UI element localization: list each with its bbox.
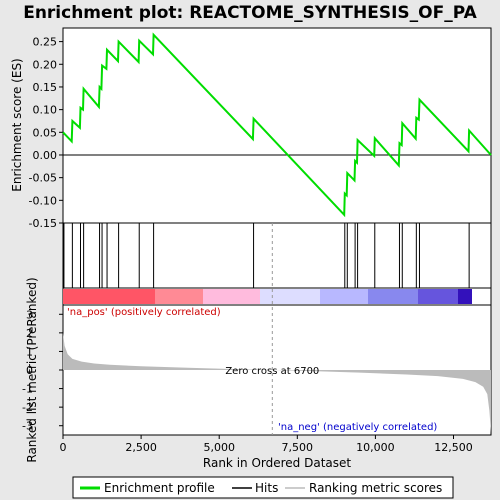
- legend-metric-label: Ranking metric scores: [309, 481, 442, 495]
- rank-xtick-label: 0: [60, 441, 67, 454]
- rank-xtick-label: 7,500: [282, 441, 314, 454]
- es-ytick-label: -0.05: [29, 172, 57, 185]
- zero-cross-label: Zero cross at 6700: [225, 366, 319, 377]
- legend-hits-label: Hits: [255, 481, 278, 495]
- rank-ytick-label: 0: [26, 364, 33, 377]
- es-ytick-label: 0.00: [33, 149, 58, 162]
- enrichment-profile-line: [62, 32, 492, 218]
- hits-plot-area: [62, 222, 492, 289]
- es-ytick-label: 0.20: [33, 58, 58, 71]
- ranking-color-bar: [62, 287, 492, 306]
- color-bar-segment-dark-blue: [458, 289, 472, 304]
- color-bar-segment-blue: [368, 289, 418, 304]
- es-ytick-label: 0.10: [33, 104, 58, 117]
- es-ytick-label: -0.15: [29, 217, 57, 230]
- legend: Enrichment profile Hits Ranking metric s…: [72, 476, 454, 499]
- es-ytick-label: 0.25: [33, 36, 58, 49]
- negative-correlation-label: 'na_neg' (negatively correlated): [278, 422, 437, 433]
- rank-ytick-label: 1: [26, 345, 33, 358]
- color-bar-segment-red: [63, 289, 155, 304]
- rank-xtick-label: 2,500: [125, 441, 157, 454]
- rank-ylabel: Ranked list metric (PreRanked): [25, 277, 39, 462]
- rank-xtick-label: 10,000: [356, 441, 395, 454]
- rank-xtick-label: 12,500: [434, 441, 473, 454]
- legend-box: [72, 476, 454, 499]
- es-plot-area: [62, 27, 492, 224]
- rank-ytick-label: -3: [22, 420, 33, 433]
- chart-title: Enrichment plot: REACTOME_SYNTHESIS_OF_P…: [23, 3, 477, 23]
- rank-xlabel: Rank in Ordered Dataset: [203, 456, 351, 470]
- es-ylabel: Enrichment score (ES): [10, 58, 24, 191]
- color-bar-segment-pink: [203, 289, 260, 304]
- es-ytick-label: -0.10: [29, 194, 57, 207]
- es-ytick-label: 0.05: [33, 126, 58, 139]
- rank-ytick-label: -2: [22, 401, 33, 414]
- positive-correlation-label: 'na_pos' (positively correlated): [67, 307, 221, 318]
- rank-ytick-label: 2: [26, 327, 33, 340]
- rank-ytick-label: 3: [26, 308, 33, 321]
- legend-enrichment-label: Enrichment profile: [104, 481, 215, 495]
- rank-xtick-label: 5,000: [203, 441, 235, 454]
- color-bar-segment-light-red: [155, 289, 203, 304]
- hits-panel: [62, 222, 492, 289]
- color-bar-segment-indigo: [418, 289, 458, 304]
- rank-ytick-label: -1: [22, 383, 33, 396]
- color-bar-segment-light-blue: [320, 289, 368, 304]
- es-ytick-label: 0.15: [33, 81, 58, 94]
- es-panel: -0.15-0.10-0.050.000.050.100.150.200.25 …: [10, 27, 492, 230]
- color-bar-segment-lavender: [260, 289, 320, 304]
